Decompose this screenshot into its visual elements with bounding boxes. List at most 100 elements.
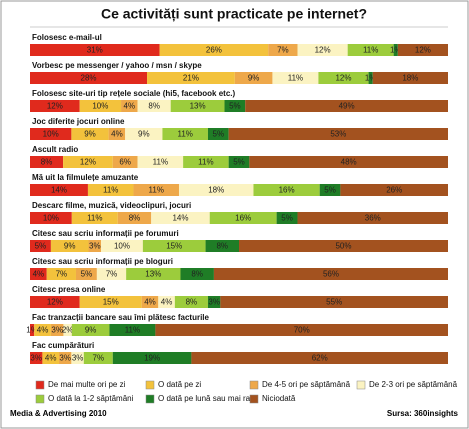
value-label: 18% xyxy=(208,186,224,195)
value-label: 15% xyxy=(103,298,119,307)
legend-label: O dată la 1-2 săptămâni xyxy=(48,394,134,403)
bar-segment xyxy=(63,324,72,336)
value-label: 4% xyxy=(37,326,49,335)
legend-swatch xyxy=(145,394,155,404)
legend-swatch xyxy=(35,380,45,390)
value-label: 7% xyxy=(277,46,289,55)
bar-segment xyxy=(58,352,72,364)
bar-segment xyxy=(347,44,394,56)
value-label: 7% xyxy=(56,270,68,279)
bar-segment xyxy=(228,128,448,140)
bar-segment xyxy=(319,184,341,196)
value-label: 1% xyxy=(365,74,377,83)
bar-segment xyxy=(340,184,448,196)
bar-segment xyxy=(158,296,175,308)
category-label: Fac cumpărături xyxy=(32,341,94,350)
bar-segment xyxy=(34,324,51,336)
value-label: 31% xyxy=(87,46,103,55)
bar-segment xyxy=(30,184,88,196)
legend-swatch xyxy=(35,394,45,404)
bar-segment xyxy=(141,296,159,308)
bar-segment xyxy=(87,184,134,196)
value-label: 5% xyxy=(281,214,293,223)
bar-segment xyxy=(297,212,448,224)
bar-segment xyxy=(30,324,35,336)
bar-segment xyxy=(30,268,47,280)
value-label: 5% xyxy=(233,158,245,167)
bar-segment xyxy=(207,128,229,140)
value-label: 2% xyxy=(62,326,74,335)
value-label: 15% xyxy=(166,242,182,251)
value-label: 16% xyxy=(235,214,251,223)
value-label: 12% xyxy=(315,46,331,55)
bar-segment xyxy=(272,72,319,84)
value-label: 11% xyxy=(363,46,378,55)
bar-segment xyxy=(71,352,84,364)
legend-label: O dată pe zi xyxy=(158,380,201,389)
bar-segment xyxy=(174,296,208,308)
value-label: 9% xyxy=(84,130,96,139)
bar-segment xyxy=(126,268,181,280)
value-label: 11% xyxy=(198,158,213,167)
bar-segment xyxy=(88,240,102,252)
bar-segment xyxy=(205,240,239,252)
bar-segment xyxy=(30,212,72,224)
legend-swatch xyxy=(249,380,259,390)
value-label: 7% xyxy=(93,354,105,363)
bar-segment xyxy=(253,184,320,196)
bar-segment xyxy=(30,72,148,84)
bar-segment xyxy=(137,156,184,168)
bar-segment xyxy=(183,156,229,168)
legend-label: De mai multe ori pe zi xyxy=(48,380,126,389)
bar-segment xyxy=(109,324,156,336)
bar-segment xyxy=(108,128,126,140)
bar-segment xyxy=(79,296,142,308)
bar-segment xyxy=(30,156,64,168)
bar-segment xyxy=(50,324,64,336)
category-label: Folosesc site-uri tip rețele sociale (hi… xyxy=(32,89,236,98)
value-label: 26% xyxy=(386,186,402,195)
bar-segment xyxy=(249,156,448,168)
value-label: 5% xyxy=(35,242,47,251)
bar-segment xyxy=(30,44,160,56)
value-label: 5% xyxy=(81,270,93,279)
value-label: 4% xyxy=(161,298,173,307)
bar-segment xyxy=(133,184,179,196)
value-label: 5% xyxy=(229,102,241,111)
category-label: Fac tranzacții bancare sau îmi plătesc f… xyxy=(32,313,210,322)
category-label: Citesc presa online xyxy=(32,285,106,294)
value-label: 4% xyxy=(45,354,57,363)
value-label: 8% xyxy=(216,242,228,251)
legend-swatch xyxy=(249,394,259,404)
value-label: 3% xyxy=(72,354,84,363)
value-label: 14% xyxy=(51,186,67,195)
bar-segment xyxy=(96,268,127,280)
bar-segment xyxy=(397,44,448,56)
value-label: 3% xyxy=(208,298,220,307)
value-label: 19% xyxy=(144,354,160,363)
value-label: 5% xyxy=(213,130,225,139)
value-label: 1% xyxy=(26,326,38,335)
bar-segment xyxy=(224,100,246,112)
bar-segment xyxy=(239,240,448,252)
bar-segment xyxy=(318,72,369,84)
value-label: 26% xyxy=(206,46,222,55)
bar-segment xyxy=(71,212,118,224)
bar-segment xyxy=(180,268,214,280)
value-label: 10% xyxy=(114,242,130,251)
value-label: 5% xyxy=(324,186,336,195)
value-label: 11% xyxy=(87,214,102,223)
bar-segment xyxy=(112,156,138,168)
bar-segment xyxy=(368,72,373,84)
value-label: 8% xyxy=(191,270,203,279)
bar-segment xyxy=(209,212,277,224)
value-label: 4% xyxy=(124,102,136,111)
legend-swatch xyxy=(356,380,366,390)
bar-segment xyxy=(151,212,210,224)
value-label: 55% xyxy=(326,298,342,307)
value-label: 6% xyxy=(119,158,131,167)
value-label: 13% xyxy=(190,102,206,111)
bar-segment xyxy=(162,128,208,140)
value-label: 11% xyxy=(125,326,140,335)
